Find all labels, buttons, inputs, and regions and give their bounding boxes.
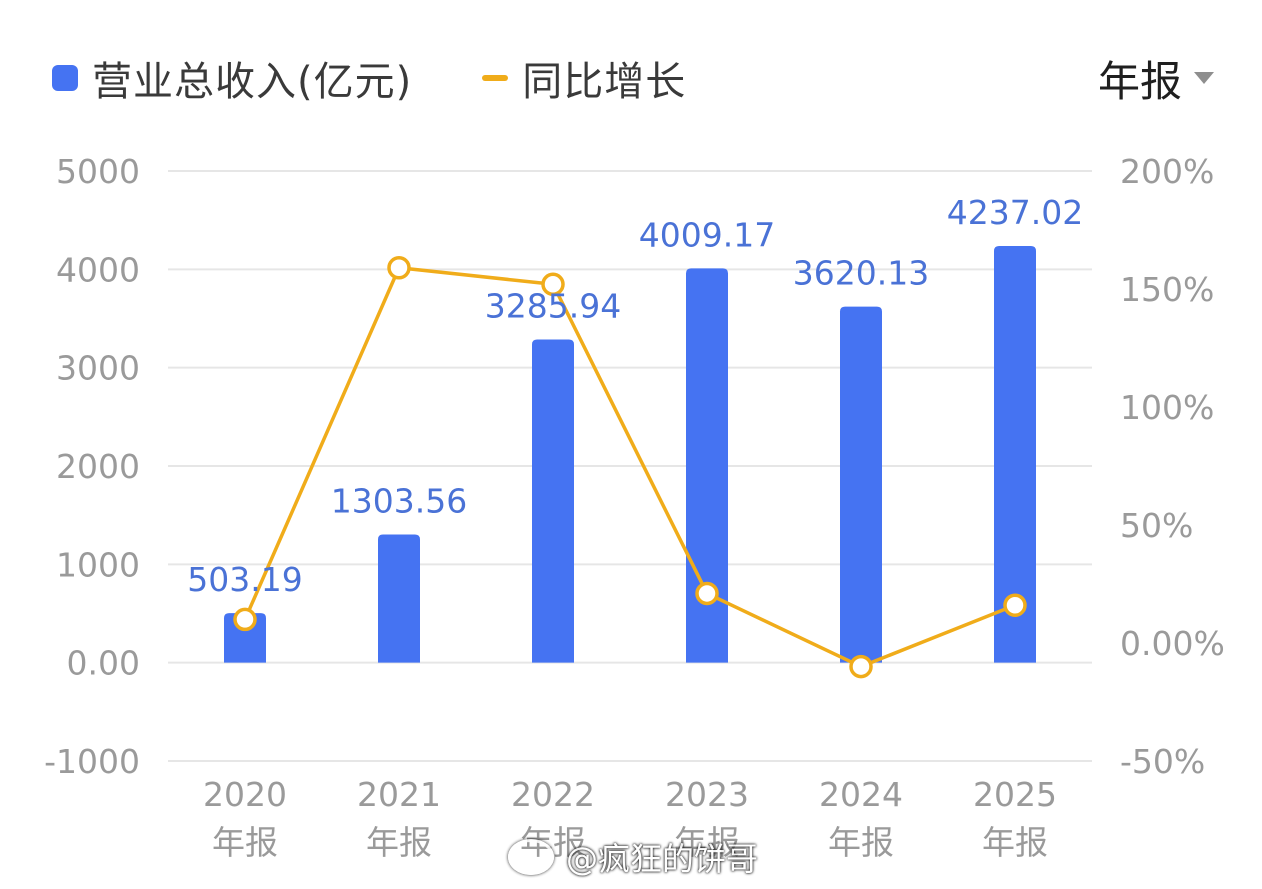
left-axis-tick-label: 5000: [56, 152, 140, 191]
right-axis-tick-label: 0.00%: [1120, 624, 1225, 663]
x-axis-tick-label: 2021: [357, 775, 441, 814]
left-axis-tick-label: 2000: [56, 447, 140, 486]
right-axis-tick-label: 200%: [1120, 152, 1214, 191]
legend-swatch-revenue: [52, 65, 78, 91]
chart-legend: 营业总收入(亿元) 同比增长: [52, 48, 756, 108]
bar-value-labels: 503.19 1303.56 3285.94 4009.17 3620.13 4237.0…: [187, 193, 1083, 599]
legend-label-growth: 同比增长: [522, 59, 687, 105]
revenue-bar[interactable]: [994, 246, 1036, 663]
growth-point[interactable]: [387, 256, 411, 280]
growth-point[interactable]: [849, 654, 873, 679]
left-axis-tick-label: 4000: [56, 250, 140, 289]
x-axis-tick-label: 2023: [665, 775, 749, 814]
growth-point[interactable]: [695, 581, 719, 606]
left-axis-tick-label: 0.00: [67, 644, 140, 683]
revenue-bar[interactable]: [224, 613, 266, 663]
x-axis-tick-label: 年报: [212, 823, 278, 862]
bar-value-label: 503.19: [187, 560, 302, 599]
bar-value-label: 4009.17: [639, 215, 775, 254]
watermark-text: @疯狂的饼哥: [566, 840, 759, 878]
legend-label-revenue: 营业总收入(亿元): [92, 59, 413, 105]
right-axis-tick-label: 100%: [1120, 388, 1214, 427]
bar-value-label: 3620.13: [793, 254, 929, 293]
growth-point[interactable]: [1003, 593, 1027, 617]
x-axis-tick-label: 2022: [511, 775, 595, 814]
bar-value-label: 4237.02: [947, 193, 1083, 232]
growth-line-path: [243, 266, 1016, 669]
x-axis-tick-label: 2024: [819, 775, 903, 814]
left-axis-tick-label: 3000: [56, 349, 140, 388]
x-axis-tick-label: 2025: [973, 775, 1057, 814]
revenue-bars: [224, 246, 1036, 663]
revenue-bar[interactable]: [378, 534, 420, 663]
period-dropdown[interactable]: 年报: [1098, 48, 1214, 108]
growth-point[interactable]: [233, 607, 257, 632]
revenue-bar[interactable]: [840, 306, 882, 663]
watermark: @疯狂的饼哥: [508, 832, 758, 882]
legend-swatch-growth: [482, 75, 509, 81]
revenue-bar[interactable]: [686, 268, 728, 663]
revenue-bar[interactable]: [532, 339, 574, 663]
period-dropdown-label: 年报: [1097, 56, 1182, 106]
legend-item-growth[interactable]: 同比增长: [482, 49, 686, 107]
growth-line: [233, 256, 1027, 679]
legend-item-revenue[interactable]: 营业总收入(亿元): [52, 49, 412, 107]
left-axis-tick-label: 1000: [56, 545, 140, 584]
right-axis-tick-label: 50%: [1120, 506, 1193, 545]
bar-value-label: 1303.56: [331, 481, 467, 520]
x-axis-tick-label: 2020: [203, 775, 287, 814]
x-axis-tick-label: 年报: [828, 823, 894, 862]
chevron-down-icon: [1194, 72, 1214, 84]
x-axis-tick-label: 年报: [674, 823, 740, 862]
left-axis-ticks: 5000 4000 3000 2000 1000 0.00 -1000: [44, 152, 140, 781]
bar-value-label: 3285.94: [485, 287, 621, 326]
weibo-logo-icon: [508, 839, 554, 875]
x-axis-tick-label: 年报: [366, 823, 432, 862]
right-axis-tick-label: 150%: [1120, 270, 1214, 309]
left-axis-tick-label: -1000: [44, 742, 140, 781]
right-axis-tick-label: -50%: [1120, 742, 1205, 781]
grid-lines: [168, 170, 1092, 762]
right-axis-ticks: 200% 150% 100% 50% 0.00% -50%: [1120, 152, 1225, 781]
growth-point[interactable]: [541, 272, 565, 297]
x-axis-tick-label: 年报: [982, 823, 1048, 862]
